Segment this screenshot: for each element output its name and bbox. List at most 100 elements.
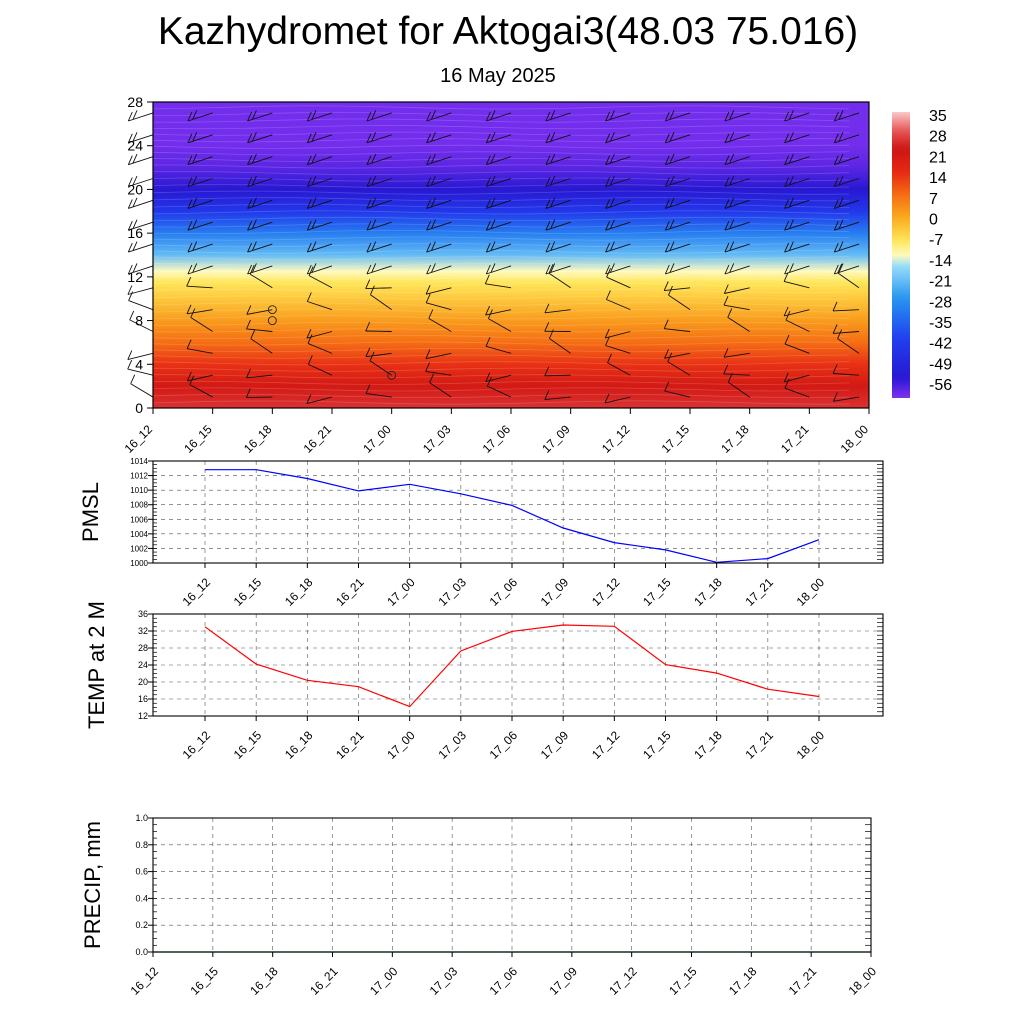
calm-wind-marker bbox=[267, 305, 277, 315]
wind-barb bbox=[426, 263, 452, 275]
y-tick-label: 20 bbox=[138, 677, 148, 687]
x-tick-label: 16_21 bbox=[301, 422, 335, 456]
wind-barb bbox=[187, 219, 213, 231]
isotherm-line bbox=[152, 190, 850, 195]
isotherm-line bbox=[152, 275, 850, 280]
wind-barb bbox=[247, 219, 273, 231]
wind-barb bbox=[306, 197, 333, 209]
y-tick-label: 0.6 bbox=[135, 867, 148, 877]
isotherm-line bbox=[152, 170, 850, 176]
wind-barb bbox=[723, 284, 750, 294]
isotherm-line bbox=[152, 151, 850, 156]
isotherm-line bbox=[152, 400, 850, 405]
isotherm-line bbox=[152, 230, 850, 234]
wind-barb bbox=[187, 110, 213, 122]
wind-barb bbox=[186, 339, 213, 354]
x-tick-label: 17_09 bbox=[539, 422, 573, 456]
isotherm-line bbox=[152, 236, 850, 241]
x-tick-label: 17_06 bbox=[487, 728, 521, 762]
wind-barb bbox=[130, 374, 154, 398]
wind-barb bbox=[545, 132, 571, 144]
isotherm-line bbox=[152, 184, 850, 189]
wind-barb bbox=[784, 219, 810, 231]
x-tick-label: 18_00 bbox=[794, 575, 828, 609]
wind-barb bbox=[664, 241, 691, 253]
y-tick-label: 12 bbox=[138, 711, 148, 721]
isotherm-line bbox=[152, 334, 850, 340]
wind-barb bbox=[187, 153, 213, 166]
y-tick-label: 0.8 bbox=[135, 840, 148, 850]
x-tick-label: 17_18 bbox=[691, 575, 725, 609]
colorbar-label: -35 bbox=[929, 315, 952, 332]
y-tick-label: 1014 bbox=[130, 457, 148, 466]
wind-barb bbox=[426, 175, 452, 187]
x-tick-label: 16_15 bbox=[231, 728, 265, 762]
y-tick-label: 36 bbox=[138, 609, 148, 619]
temp-line bbox=[204, 624, 820, 708]
wind-barb bbox=[545, 175, 571, 187]
x-tick-label: 16_15 bbox=[187, 964, 221, 998]
wind-barb bbox=[127, 263, 154, 275]
wind-barb bbox=[545, 153, 571, 166]
wind-barb bbox=[426, 219, 452, 231]
x-tick-label: 17_12 bbox=[606, 964, 640, 998]
x-tick-label: 16_12 bbox=[180, 575, 214, 609]
wind-barb bbox=[306, 219, 333, 231]
wind-barb bbox=[783, 306, 810, 317]
wind-barb bbox=[308, 266, 333, 289]
wind-barb bbox=[307, 334, 333, 354]
y-tick-label: 1002 bbox=[130, 544, 148, 553]
wind-barb bbox=[247, 241, 273, 253]
y-tick-label: 0 bbox=[135, 400, 143, 416]
wind-barb bbox=[832, 364, 860, 376]
page-title: Kazhydromet for Aktogai3(48.03 75.016) bbox=[157, 10, 859, 53]
wind-barb bbox=[724, 175, 750, 187]
pmsl-line bbox=[205, 469, 820, 563]
wind-barb bbox=[604, 393, 631, 404]
wind-barb bbox=[307, 355, 333, 376]
wind-barb bbox=[247, 132, 273, 144]
wind-barb bbox=[668, 285, 691, 311]
wind-barb bbox=[366, 263, 392, 275]
wind-barb bbox=[485, 175, 512, 187]
wind-barb bbox=[127, 241, 154, 253]
wind-barb bbox=[247, 110, 273, 122]
y-tick-label: 24 bbox=[127, 138, 143, 154]
x-tick-label: 17_09 bbox=[538, 575, 572, 609]
wind-barb bbox=[485, 197, 512, 209]
wind-barb bbox=[306, 175, 333, 187]
wind-barb bbox=[127, 359, 154, 376]
x-tick-label: 18_00 bbox=[838, 422, 872, 456]
isotherm-line bbox=[152, 328, 850, 333]
wind-barb bbox=[723, 348, 750, 358]
wind-barb bbox=[832, 392, 860, 402]
wind-barb bbox=[604, 328, 631, 339]
wind-barb bbox=[664, 349, 691, 359]
x-tick-label: 17_06 bbox=[480, 422, 514, 456]
x-tick-label: 16_12 bbox=[128, 964, 162, 998]
wind-barb bbox=[544, 366, 571, 377]
wind-barb bbox=[833, 153, 860, 166]
wind-barb bbox=[485, 305, 512, 316]
x-tick-label: 17_03 bbox=[435, 575, 469, 609]
wind-barb bbox=[127, 175, 154, 187]
wind-barb bbox=[247, 153, 273, 166]
wind-barb bbox=[366, 219, 392, 231]
x-tick-label: 17_12 bbox=[589, 728, 623, 762]
wind-barb bbox=[485, 132, 512, 144]
wind-barb bbox=[664, 132, 691, 144]
x-tick-label: 16_12 bbox=[180, 728, 214, 762]
wind-barb bbox=[306, 132, 333, 144]
wind-barb bbox=[664, 263, 691, 275]
wind-barb bbox=[366, 132, 392, 144]
wind-barb bbox=[306, 263, 333, 275]
wind-barb bbox=[663, 281, 691, 292]
x-tick-label: 17_00 bbox=[367, 964, 401, 998]
isotherm-line bbox=[152, 302, 850, 307]
wind-barb bbox=[366, 197, 392, 209]
wind-barb bbox=[545, 219, 571, 231]
wind-barb bbox=[426, 132, 452, 144]
wind-barb bbox=[187, 263, 213, 275]
wind-barb bbox=[245, 388, 273, 399]
